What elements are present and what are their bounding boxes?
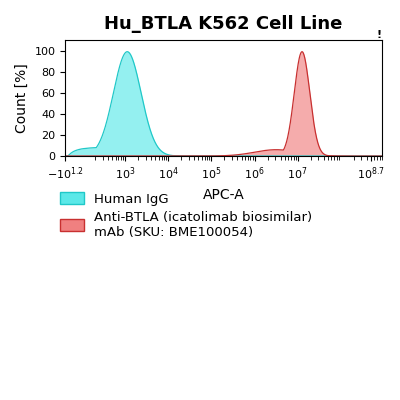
Legend: Human IgG, Anti-BTLA (icatolimab biosimilar)
mAb (SKU: BME100054): Human IgG, Anti-BTLA (icatolimab biosimi… bbox=[56, 188, 316, 243]
Title: Hu_BTLA K562 Cell Line: Hu_BTLA K562 Cell Line bbox=[104, 15, 343, 33]
Text: !: ! bbox=[377, 30, 382, 40]
Y-axis label: Count [%]: Count [%] bbox=[15, 63, 29, 133]
X-axis label: APC-A: APC-A bbox=[203, 188, 244, 202]
